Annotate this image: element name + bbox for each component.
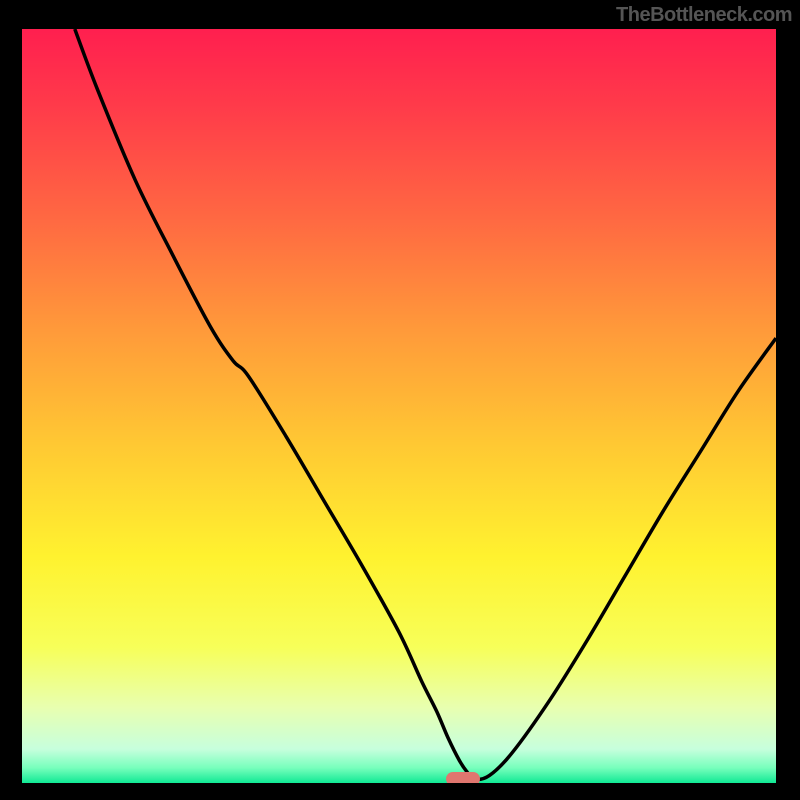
bottleneck-curve — [22, 29, 776, 783]
plot-area — [22, 29, 776, 783]
optimal-point-marker — [446, 772, 480, 783]
attribution-text: TheBottleneck.com — [616, 4, 792, 27]
